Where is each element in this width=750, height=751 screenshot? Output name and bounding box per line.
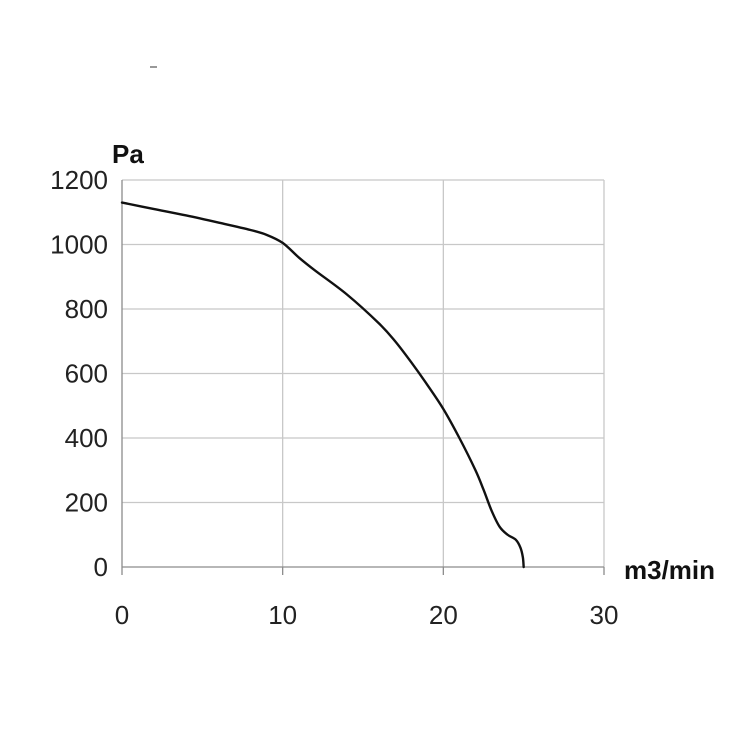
x-tick-label: 20: [429, 600, 458, 630]
series-line-0: [120, 201, 525, 569]
y-tick-label: 0: [94, 552, 108, 582]
x-tick-label: 10: [268, 600, 297, 630]
x-axis-unit-label: m3/min: [624, 555, 715, 585]
y-axis-unit-label: Pa: [112, 139, 144, 169]
y-tick-label: 800: [65, 294, 108, 324]
x-tick-label: 30: [590, 600, 619, 630]
y-tick-label: 600: [65, 359, 108, 389]
series: [120, 201, 525, 569]
grid: [122, 179, 605, 567]
x-tick-label: 0: [115, 600, 129, 630]
y-tick-label: 1200: [50, 165, 108, 195]
y-tick-label: 400: [65, 423, 108, 453]
y-tick-label: 1000: [50, 230, 108, 260]
y-tick-label: 200: [65, 488, 108, 518]
labels: 0 200 400 600 800 1000 1200 0 10 20 30 Pa m3/min: [50, 139, 715, 630]
axes: [121, 180, 605, 575]
